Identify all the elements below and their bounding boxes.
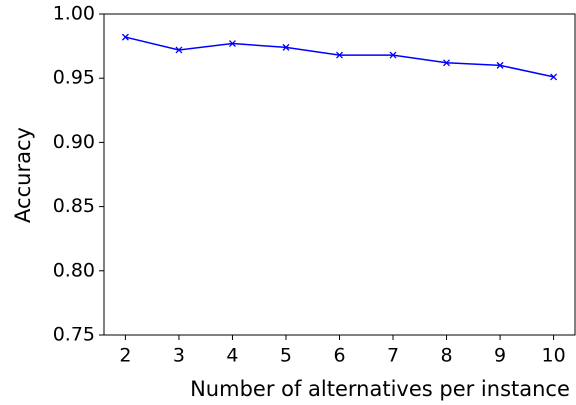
marker [550, 73, 558, 81]
x-tick-label: 8 [440, 345, 452, 367]
y-tick-label: 0.90 [53, 131, 95, 153]
line [125, 36, 554, 78]
y-tick-label: 0.85 [53, 195, 95, 217]
marker [121, 33, 129, 41]
plot-frame [103, 13, 576, 336]
x-tick-label: 10 [541, 345, 565, 367]
x-axis-label: Number of alternatives per instance [190, 377, 570, 401]
y-tick-label: 0.95 [53, 67, 95, 89]
marker [175, 46, 183, 54]
y-axis-label: Accuracy [11, 127, 35, 223]
marker [389, 51, 397, 59]
x-tick-label: 7 [387, 345, 399, 367]
marker [443, 59, 451, 67]
x-tick-label: 3 [173, 345, 185, 367]
marker [282, 43, 290, 51]
x-tick-label: 5 [280, 345, 292, 367]
y-tick-label: 0.75 [53, 324, 95, 346]
x-tick-label: 6 [333, 345, 345, 367]
x-tick-label: 9 [494, 345, 506, 367]
marker [336, 51, 343, 59]
marker [228, 40, 236, 47]
y-tick-label: 0.80 [53, 259, 95, 281]
y-tick-label: 1.00 [53, 3, 95, 25]
x-tick-label: 4 [226, 345, 238, 367]
x-tick-label: 2 [119, 345, 131, 367]
marker [496, 61, 504, 69]
